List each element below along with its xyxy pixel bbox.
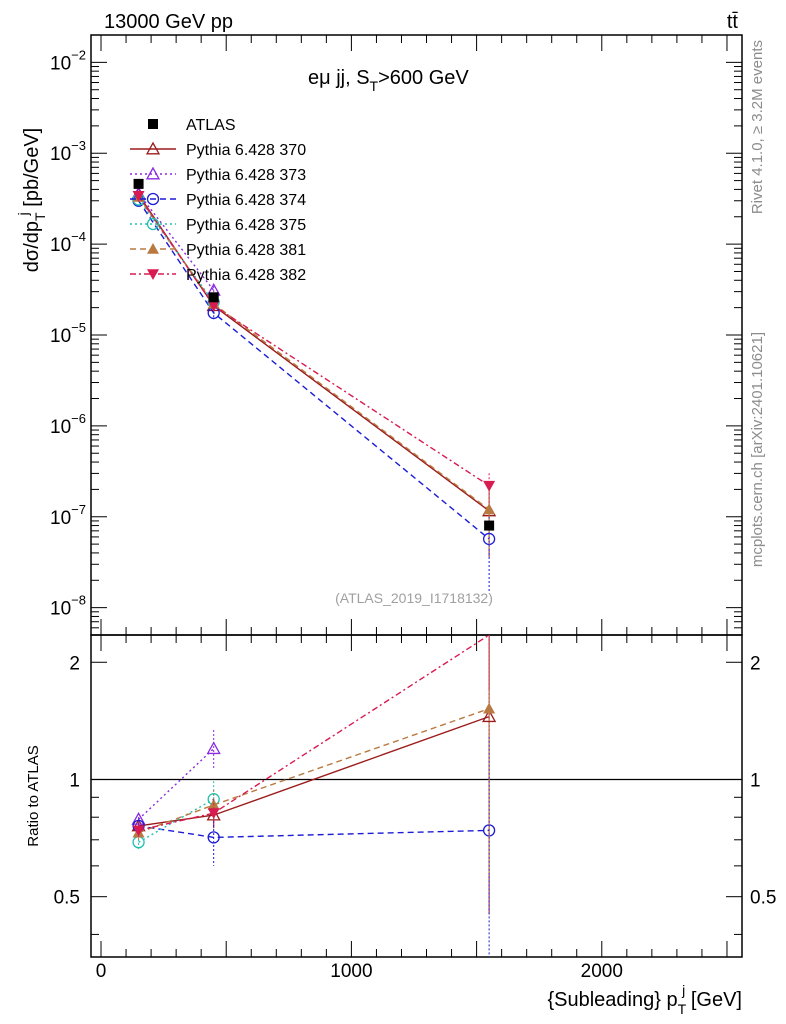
- main-y-tick-label: 10−4: [50, 229, 86, 256]
- x-axis-label-rest: [GeV]: [685, 989, 742, 1011]
- y-axis-label-rest: [pb/GeV]: [21, 128, 43, 213]
- series-382-ratio-point: [207, 808, 220, 820]
- series-374-ratio-point: [207, 831, 220, 844]
- ratio-y-axis-label: Ratio to ATLAS: [25, 745, 42, 846]
- main-y-tick-label-exp: −2: [71, 47, 86, 62]
- series-382-ratio-line: [138, 634, 490, 832]
- main-y-tick-label: 10−3: [50, 138, 86, 165]
- series-373-ratio-point: [206, 741, 221, 755]
- main-y-tick-label-base: 10: [50, 144, 71, 165]
- main-y-tick-label: 10−5: [50, 320, 86, 347]
- main-y-tick-label-exp: −4: [71, 229, 86, 244]
- main-y-tick-label: 10−2: [50, 47, 86, 74]
- ratio-plot-series: [131, 634, 497, 957]
- legend-marker: [145, 141, 161, 155]
- ratio-y-tick-label-left: 2: [69, 653, 80, 674]
- x-tick-label: 2000: [581, 961, 623, 982]
- x-tick-label: 1000: [330, 961, 372, 982]
- main-y-tick-label-base: 10: [50, 417, 71, 438]
- plot-title-main: eμ jj, S: [308, 67, 370, 89]
- ratio-y-tick-label-right: 1: [750, 770, 761, 791]
- main-y-tick-label-exp: −3: [71, 138, 86, 153]
- main-y-tick-label: 10−8: [50, 593, 86, 620]
- legend-label: Pythia 6.428 374: [186, 192, 306, 209]
- main-y-tick-label-base: 10: [50, 53, 71, 74]
- y-axis-label-sub: T: [32, 212, 48, 221]
- atlas-data-point: [484, 520, 495, 531]
- x-axis-label-main: {Subleading} p: [547, 989, 677, 1011]
- series-381-ratio-point: [483, 702, 496, 714]
- series-382-ratio-point: [132, 825, 145, 837]
- legend: ATLAS Pythia 6.428 370 Pythia 6.428 373 Pyt…: [130, 117, 306, 284]
- legend-label: Pythia 6.428 382: [186, 267, 306, 284]
- plot-title-rest: >600 GeV: [378, 67, 469, 89]
- series-382-point: [207, 300, 220, 312]
- ratio-y-axis: 0.5 0.5 1 1 2 2: [54, 653, 776, 935]
- series-374-ratio-line: [138, 825, 490, 839]
- main-y-tick-label-base: 10: [50, 599, 71, 620]
- ratio-y-tick-label-right: 2: [750, 653, 761, 674]
- legend-marker: [146, 192, 160, 206]
- main-y-tick-label-exp: −7: [71, 502, 86, 517]
- atlas-data-point: [133, 178, 144, 189]
- header-process: tt̄: [727, 11, 739, 33]
- main-y-axis: 10−810−710−610−510−410−310−2: [50, 34, 742, 636]
- series-373-ratio-line: [138, 748, 215, 820]
- x-axis: 0 1000 2000: [96, 35, 728, 982]
- mcplots-label: mcplots.cern.ch [arXiv:2401.10621]: [749, 332, 766, 567]
- atlas-data-point: [208, 292, 219, 303]
- main-y-tick-label-exp: −5: [71, 320, 86, 335]
- series-382-point: [132, 191, 145, 202]
- main-y-tick-label-exp: −6: [71, 411, 86, 426]
- main-y-tick-label: 10−7: [50, 502, 86, 529]
- legend-label: Pythia 6.428 373: [186, 167, 306, 184]
- ratio-y-tick-label-left: 0.5: [54, 888, 80, 909]
- series-370-ratio-line: [138, 715, 490, 827]
- legend-marker: [147, 269, 159, 280]
- legend-label: Pythia 6.428 381: [186, 242, 306, 259]
- legend-label-atlas: ATLAS: [186, 117, 236, 134]
- legend-marker-atlas: [148, 119, 158, 129]
- header-energy: 13000 GeV pp: [104, 11, 233, 33]
- main-y-tick-label-exp: −8: [71, 593, 86, 608]
- x-axis-label-sup: j: [681, 982, 685, 998]
- legend-label: Pythia 6.428 375: [186, 217, 306, 234]
- legend-label: Pythia 6.428 370: [186, 142, 306, 159]
- ratio-plot-frame: [90, 634, 743, 958]
- series-382-line: [137, 195, 490, 487]
- series-381-point: [483, 503, 496, 515]
- ratio-y-tick-label-left: 1: [69, 770, 80, 791]
- x-axis-label: {Subleading} pTj [GeV]: [547, 982, 742, 1017]
- y-axis-label-sup: j: [15, 212, 31, 216]
- main-plot-series: [131, 178, 497, 593]
- legend-marker: [146, 217, 160, 231]
- main-y-tick-label-base: 10: [50, 326, 71, 347]
- y-axis-label: dσ/dpTj [pb/GeV]: [15, 128, 48, 272]
- analysis-id: (ATLAS_2019_I1718132): [335, 590, 493, 606]
- plot-title: eμ jj, ST>600 GeV: [308, 67, 469, 94]
- legend-marker: [145, 166, 161, 180]
- series-373-line: [138, 193, 215, 291]
- x-axis-label-sub: T: [678, 1001, 687, 1017]
- x-tick-label: 0: [96, 961, 107, 982]
- series-375-line: [138, 199, 215, 303]
- rivet-label: Rivet 4.1.0, ≥ 3.2M events: [749, 40, 766, 214]
- series-370-ratio-point: [482, 709, 497, 723]
- series-382-point: [483, 480, 496, 492]
- legend-marker: [147, 243, 159, 254]
- y-axis-label-main: dσ/dp: [21, 221, 43, 272]
- main-y-tick-label-base: 10: [50, 508, 71, 529]
- main-y-tick-label: 10−6: [50, 411, 86, 438]
- series-374-point: [482, 532, 496, 546]
- plot-title-sub: T: [370, 78, 379, 94]
- ratio-y-tick-label-right: 0.5: [750, 888, 776, 909]
- main-y-tick-label-base: 10: [50, 235, 71, 256]
